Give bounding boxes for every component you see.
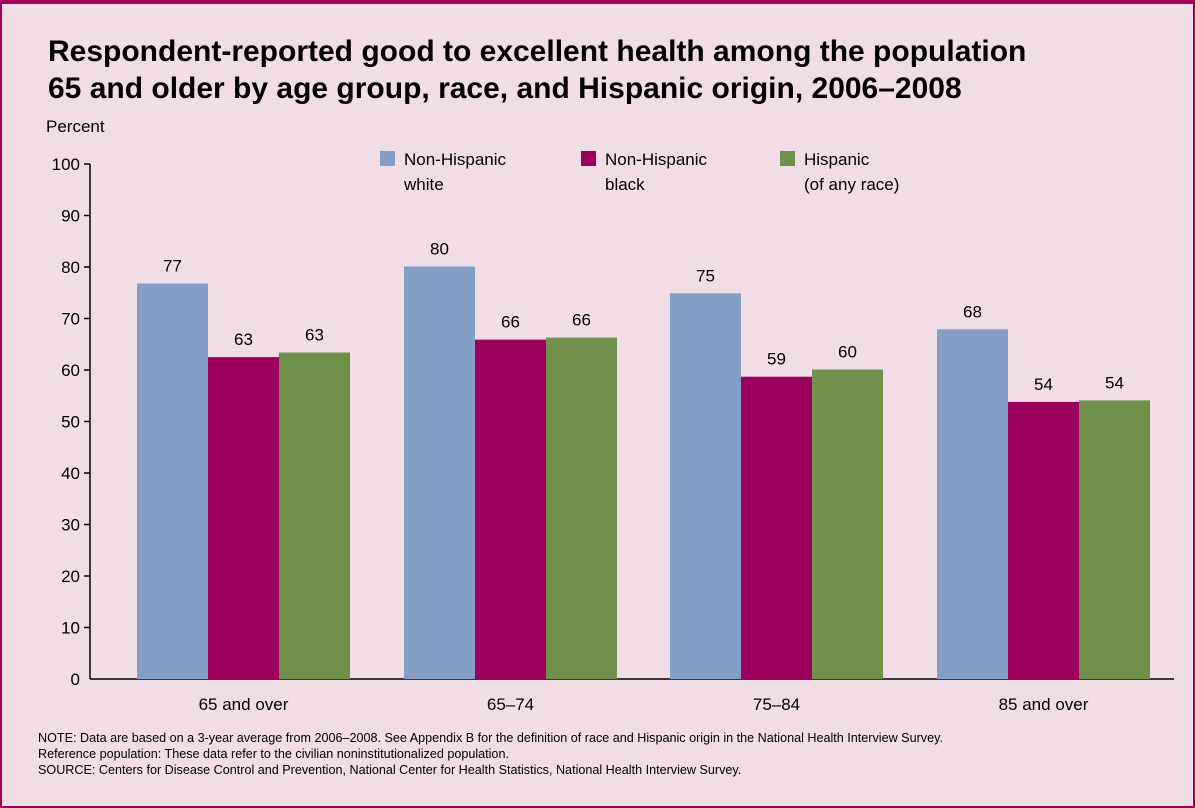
bar: [670, 293, 741, 679]
y-tick-label: 0: [71, 670, 80, 689]
y-tick-label: 80: [61, 258, 80, 277]
legend-swatch: [581, 151, 596, 166]
legend-swatch: [380, 151, 395, 166]
bar: [937, 329, 1008, 679]
y-tick-label: 30: [61, 516, 80, 535]
x-tick-label: 65 and over: [199, 695, 289, 714]
y-tick-label: 10: [61, 619, 80, 638]
legend-label: Non-Hispanic: [404, 150, 507, 169]
y-tick-label: 90: [61, 207, 80, 226]
data-label: 77: [163, 256, 182, 275]
bar: [475, 339, 546, 679]
x-tick-label: 85 and over: [999, 695, 1089, 714]
legend-label: (of any race): [804, 175, 899, 194]
chart-title: Respondent-reported good to excellent he…: [48, 33, 1168, 107]
data-label: 80: [430, 239, 449, 258]
chart-title-line-1: Respondent-reported good to excellent he…: [48, 35, 1027, 68]
legend-label: Hispanic: [804, 150, 870, 169]
data-label: 63: [305, 325, 324, 344]
bar: [546, 337, 617, 679]
y-axis-label: Percent: [46, 117, 105, 136]
data-label: 59: [767, 350, 786, 369]
y-tick-label: 70: [61, 310, 80, 329]
data-label: 54: [1105, 373, 1124, 392]
y-tick-label: 100: [52, 155, 80, 174]
y-tick-label: 20: [61, 567, 80, 586]
data-label: 66: [501, 313, 520, 332]
bar: [812, 369, 883, 679]
data-label: 54: [1034, 375, 1053, 394]
y-tick-label: 40: [61, 464, 80, 483]
bar: [1008, 401, 1079, 679]
y-tick-label: 50: [61, 413, 80, 432]
data-label: 68: [963, 302, 982, 321]
bar: [1079, 400, 1150, 679]
bar: [279, 352, 350, 679]
chart-notes: NOTE: Data are based on a 3-year average…: [38, 730, 1188, 778]
reference-population-text: Reference population: These data refer t…: [38, 747, 509, 761]
chart-title-line-2: 65 and older by age group, race, and His…: [48, 72, 962, 105]
legend-label: Non-Hispanic: [605, 150, 708, 169]
legend-swatch: [780, 151, 795, 166]
data-label: 63: [234, 330, 253, 349]
data-label: 60: [838, 342, 857, 361]
note-text: NOTE: Data are based on a 3-year average…: [38, 731, 943, 745]
data-label: 66: [572, 311, 591, 330]
x-tick-label: 75–84: [753, 695, 800, 714]
legend-label: white: [403, 175, 444, 194]
y-tick-label: 60: [61, 361, 80, 380]
x-tick-label: 65–74: [487, 695, 534, 714]
bar: [404, 266, 475, 679]
bar: [137, 283, 208, 679]
data-label: 75: [696, 266, 715, 285]
bar: [208, 357, 279, 679]
source-text: SOURCE: Centers for Disease Control and …: [38, 763, 742, 777]
legend-label: black: [605, 175, 645, 194]
bar: [741, 376, 812, 679]
